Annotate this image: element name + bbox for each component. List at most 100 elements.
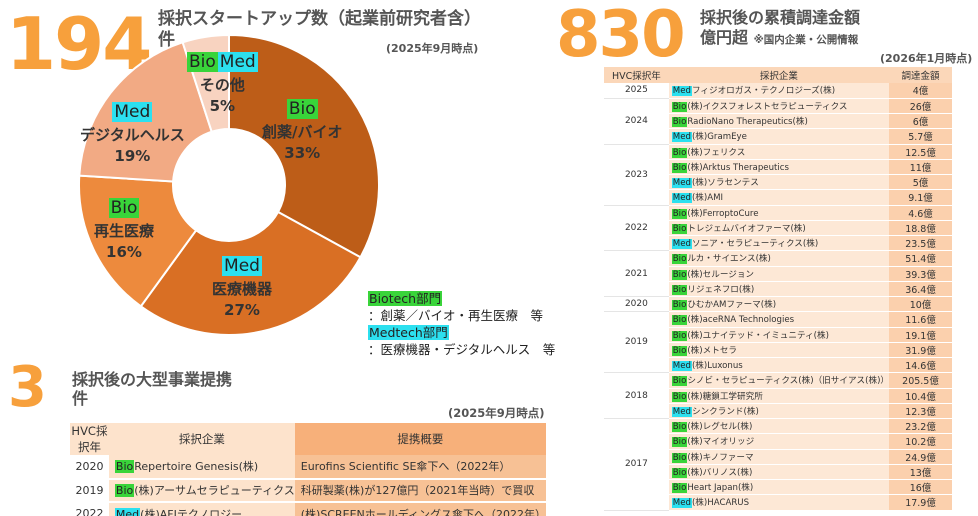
funding-company: Bio(株)メトセラ [668, 342, 890, 359]
slice-pct: 16% [106, 243, 142, 262]
company-name: (株)フェリクス [687, 147, 746, 158]
med-tag: Med [217, 52, 258, 72]
alliance-year: 2020 [70, 455, 109, 480]
funding-year: 2017 [604, 418, 669, 511]
med-tag: Med [671, 406, 692, 417]
company-name: ルカ・サイエンス(株) [687, 254, 771, 265]
company-name: (株)レグセル(株) [687, 422, 753, 433]
adopted-unit: 件 [158, 30, 175, 50]
bio-tag: Bio [671, 208, 688, 219]
funding-amount: 16億 [889, 479, 952, 496]
slice-pct: 5% [209, 97, 236, 116]
med-tag: Med [114, 507, 141, 516]
slice-name: デジタルヘルス [80, 125, 185, 144]
funding-company: Bio(株)フェリクス [668, 144, 890, 160]
bio-tag: Bio [671, 467, 688, 478]
bio-tag: Bio [114, 484, 135, 498]
funding-company: BioHeart Japan(株) [668, 479, 890, 496]
funding-amount: 23.5億 [889, 235, 952, 252]
company-name: (株)aceRNA Technologies [687, 315, 795, 326]
company-name: (株)AMI [691, 193, 724, 204]
med-tag: Med [671, 86, 692, 97]
funding-row: Bio(株)セルージョン 39.3億 [604, 266, 952, 282]
biotech-tag: Biotech部門 [368, 291, 443, 306]
bio-tag: Bio [671, 437, 688, 448]
funding-year: 2020 [604, 296, 669, 313]
funding-row: 2025 Medフィジオロガス・テクノロジーズ(株) 4億 [604, 83, 952, 99]
adopted-title: 採択スタートアップ数（起業前研究者含） [158, 9, 481, 29]
bio-tag: Bio [671, 300, 688, 311]
pie-label-med-device: Med 医療機器 27% [212, 254, 272, 322]
funding-title: 採択後の累積調達金額 [700, 8, 861, 27]
alliance-header-row: HVC採択年 採択企業 提携概要 [70, 423, 546, 455]
bio-tag: Bio [671, 254, 688, 265]
bio-tag: Bio [671, 223, 688, 234]
funding-row: 2023 Bio(株)フェリクス 12.5億 [604, 144, 952, 206]
company-name: (株)Luxonus [691, 361, 743, 372]
pie-label-bio-drug: Bio 創薬/バイオ 33% [262, 97, 342, 165]
alliance-table: HVC採択年 採択企業 提携概要 2020 BioRepertoire Genes… [70, 423, 546, 516]
slice-pct: 27% [224, 301, 260, 320]
funding-company: Bio(株)FerroptoCure [668, 205, 890, 221]
funding-amount: 23.2億 [889, 418, 952, 435]
pie-label-med-digital: Med デジタルヘルス 19% [80, 100, 185, 168]
alliance-summary: (株)SCREENホールディングス傘下へ（2022年） [294, 502, 546, 516]
funding-row: 2019 Bio(株)aceRNA Technologies 11.6億 [604, 311, 952, 374]
med-tag: Med [671, 361, 692, 372]
adopted-count: 194 [6, 2, 152, 86]
funding-amount: 11.6億 [889, 311, 952, 328]
company-name: (株)キノファーマ [687, 452, 754, 463]
bio-tag: Bio [671, 269, 688, 280]
pie-slice-0 [228, 33, 380, 259]
slice-name: 再生医療 [94, 221, 155, 240]
pie-label-other: Bio Med その他 5% [187, 50, 258, 118]
funding-amount: 31.9億 [889, 342, 952, 359]
funding-company: Bioシノビ・セラピューティクス(株)（旧サイアス(株)） [668, 372, 890, 389]
funding-row: Bioトレジェムバイオファーマ(株) 18.8億 [604, 220, 952, 237]
bio-tag: Bio [286, 99, 318, 119]
company-name: (株)HACARUS [691, 498, 750, 509]
medtech-tag: Medtech部門 [368, 324, 449, 340]
funding-row: 2020 BioひむかAMファーマ(株) 10億 [604, 296, 952, 313]
funding-year: 2025 [604, 83, 669, 99]
alliance-company: Med(株)AFIテクノロジー [108, 502, 295, 516]
funding-unit: 億円超 [700, 28, 749, 47]
funding-company: BioひむかAMファーマ(株) [668, 296, 890, 313]
funding-row: 2018 Bioシノビ・セラピューティクス(株)（旧サイアス(株)） 205.5億 [604, 372, 952, 419]
company-name: (株)GramEye [691, 132, 747, 143]
company-name: ひむかAMファーマ(株) [687, 300, 777, 311]
funding-amount: 19.1億 [889, 327, 952, 343]
funding-amount: 18.8億 [889, 220, 952, 237]
slice-name: その他 [199, 75, 245, 94]
bio-tag: Bio [114, 460, 135, 474]
funding-company: Bio(株)aceRNA Technologies [668, 311, 890, 328]
bio-tag: Bio [671, 162, 688, 173]
company-name: (株)バリノス(株) [687, 467, 753, 478]
funding-amount: 39.3億 [889, 266, 952, 282]
company-name: Repertoire Genesis(株) [134, 460, 259, 474]
funding-row: Med(株)ソラセンテス 5億 [604, 174, 952, 191]
funding-company: Medソニア・セラピューティクス(株) [668, 235, 890, 252]
funding-amount: 10億 [889, 296, 952, 313]
funding-amount: 205.5億 [889, 372, 952, 389]
company-name: シノビ・セラピューティクス(株)（旧サイアス(株)） [687, 376, 890, 387]
funding-amount: 14.6億 [889, 357, 952, 374]
slice-pct: 19% [114, 147, 151, 166]
funding-asof: (2026年1月時点) [880, 52, 973, 65]
funding-row: BioHeart Japan(株) 16億 [604, 479, 952, 496]
company-name: フィジオロガス・テクノロジーズ(株) [691, 86, 836, 97]
funding-company: Bio(株)セルージョン [668, 266, 890, 282]
company-name: (株)ユナイテッド・イミュニティ(株) [687, 330, 829, 341]
funding-row: Bioリジェネフロ(株) 36.4億 [604, 281, 952, 298]
bio-tag: Bio [671, 330, 688, 341]
funding-company: Med(株)Luxonus [668, 357, 890, 374]
funding-amount: 13億 [889, 464, 952, 481]
funding-row: 2024 Bio(株)イクスフォレストセラピューティクス 26億 [604, 98, 952, 145]
company-name: ソニア・セラピューティクス(株) [691, 239, 819, 250]
funding-company: Bio(株)糖鎖工学研究所 [668, 388, 890, 404]
funding-amount: 4.6億 [889, 205, 952, 221]
bio-tag: Bio [671, 284, 688, 295]
company-name: (株)糖鎖工学研究所 [687, 391, 763, 402]
col-header-year: HVC採択年 [70, 423, 109, 455]
company-name: (株)セルージョン [687, 269, 755, 280]
